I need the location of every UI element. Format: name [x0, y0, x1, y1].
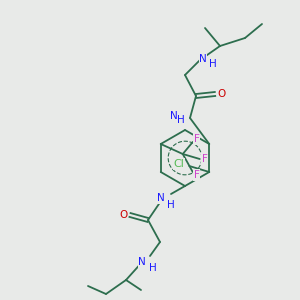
Text: F: F [194, 134, 200, 144]
Text: H: H [167, 200, 175, 210]
Text: H: H [209, 59, 217, 69]
Text: O: O [218, 89, 226, 99]
Text: N: N [199, 54, 207, 64]
Text: N: N [157, 193, 165, 203]
Text: F: F [202, 154, 208, 164]
Text: F: F [194, 170, 200, 180]
Text: Cl: Cl [174, 159, 185, 169]
Text: O: O [119, 210, 127, 220]
Text: H: H [177, 115, 185, 125]
Text: N: N [170, 111, 178, 121]
Text: H: H [149, 263, 157, 273]
Text: N: N [138, 257, 146, 267]
